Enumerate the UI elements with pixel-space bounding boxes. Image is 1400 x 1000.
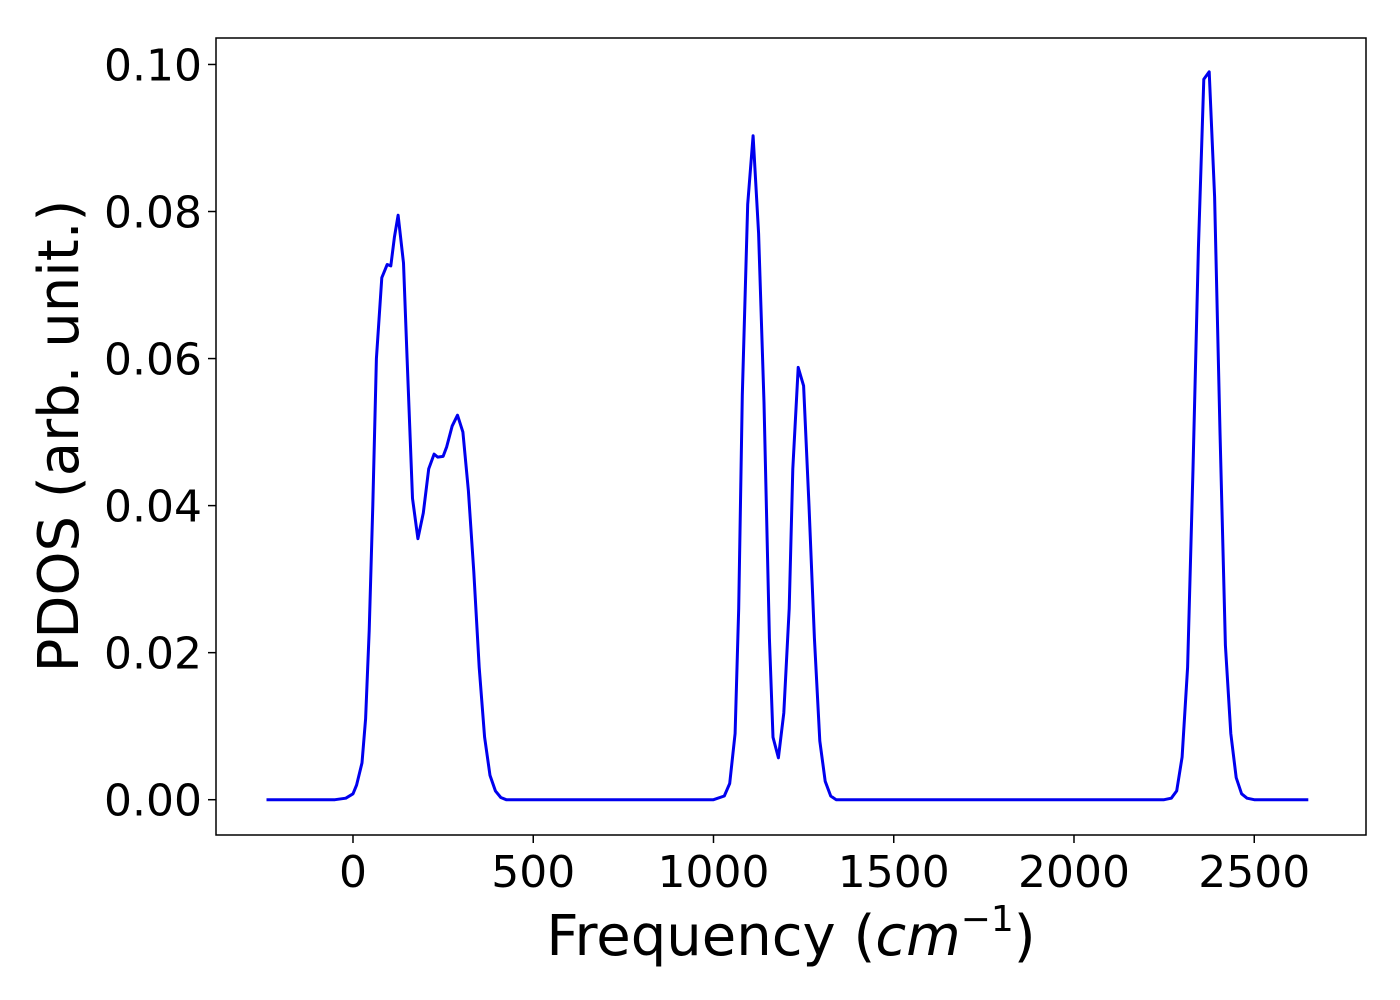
x-tick-label: 2500	[1198, 847, 1310, 898]
y-axis-label: PDOS (arb. unit.)	[27, 200, 92, 673]
y-tick-label: 0.10	[104, 40, 202, 91]
x-axis-label-exponent: −1	[961, 899, 1014, 940]
y-tick-label: 0.02	[104, 629, 202, 680]
series-line	[266, 70, 1309, 802]
x-tick-label: 1000	[658, 847, 770, 898]
y-tick-label: 0.04	[104, 482, 202, 533]
x-axis-label: Frequency (cm−1)	[546, 899, 1035, 969]
y-tick-label: 0.06	[104, 335, 202, 386]
y-tick-label: 0.00	[104, 776, 202, 827]
x-tick-label: 1500	[838, 847, 950, 898]
x-tick-label: 2000	[1018, 847, 1130, 898]
x-tick-label: 500	[491, 847, 575, 898]
y-axis-ticks: 0.00 0.02 0.04 0.06 0.08 0.10	[104, 40, 216, 827]
y-tick-label: 0.08	[104, 188, 202, 239]
x-axis-ticks: 0 500 1000 1500 2000 2500	[339, 835, 1310, 898]
x-tick-label: 0	[339, 847, 367, 898]
x-axis-label-unit: cm	[875, 904, 960, 969]
series-layer	[266, 70, 1309, 802]
plot-area	[215, 37, 1367, 836]
